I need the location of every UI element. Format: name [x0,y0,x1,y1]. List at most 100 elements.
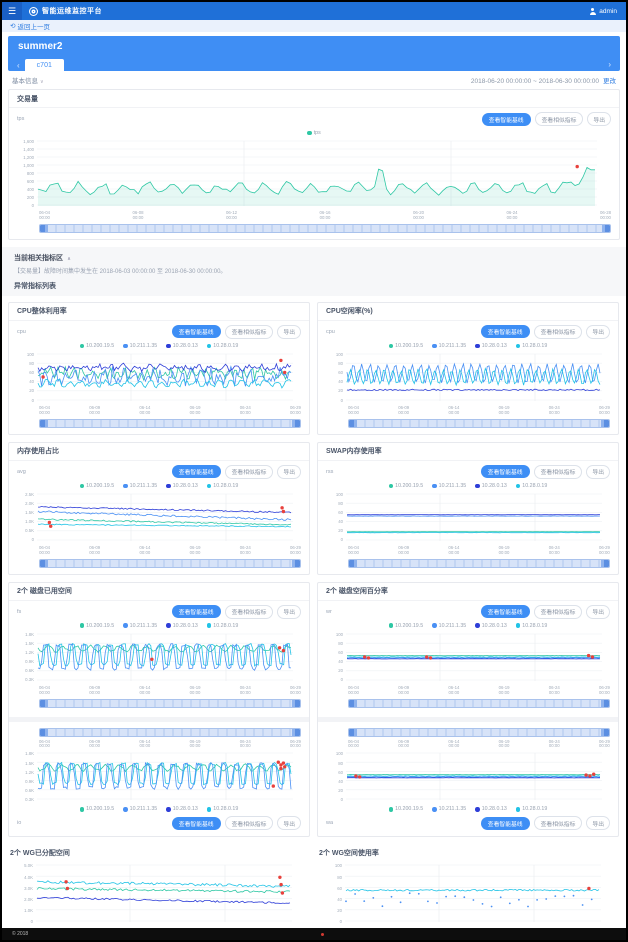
smart-baseline-button[interactable]: 查看智能基线 [480,605,530,619]
legend-item[interactable]: 10.211.1.35 [432,623,466,629]
tab-scroll-right-icon[interactable]: › [608,60,611,69]
section-title[interactable]: 当前相关指标区 ∧ [14,254,72,262]
similar-metrics-button[interactable]: 查看相似指标 [533,816,583,831]
brush-handle-right[interactable] [292,699,295,707]
hamburger-menu-icon[interactable]: ☰ [2,2,22,20]
export-button[interactable]: 导出 [586,324,610,339]
legend-item[interactable]: 10.200.19.5 [79,343,114,349]
line-chart[interactable] [37,139,597,209]
brush-handle-left[interactable] [354,419,357,427]
brush-handle-right[interactable] [601,559,604,567]
legend-item[interactable]: 10.211.1.35 [432,806,466,812]
brush-handle-left[interactable] [45,559,48,567]
brush-bar[interactable] [348,558,610,568]
line-chart[interactable] [346,351,602,404]
brush-handle-left[interactable] [45,699,48,707]
brush-bar[interactable] [39,558,301,568]
legend-item[interactable]: 10.211.1.35 [123,483,157,489]
brush-bar[interactable] [39,223,611,233]
smart-baseline-button[interactable]: 查看智能基线 [480,465,530,479]
brush-handle-right[interactable] [601,728,604,736]
line-chart[interactable] [37,491,293,544]
similar-metrics-button[interactable]: 查看相似指标 [533,604,583,619]
brush-bar[interactable] [39,727,301,737]
line-chart[interactable] [36,863,292,926]
smart-baseline-button[interactable]: 查看智能基线 [171,465,221,479]
export-button[interactable]: 导出 [277,816,301,831]
brush-bar[interactable] [39,698,301,708]
smart-baseline-button[interactable]: 查看智能基线 [171,816,221,830]
brush-track[interactable] [48,559,292,567]
smart-baseline-button[interactable]: 查看智能基线 [171,325,221,339]
tab-c701[interactable]: c701 [24,59,64,71]
legend-item[interactable]: tps [307,130,321,136]
legend-item[interactable]: 10.28.0.13 [166,623,198,629]
brush-handle-left[interactable] [354,728,357,736]
legend-item[interactable]: 10.211.1.35 [123,623,157,629]
export-button[interactable]: 导出 [277,324,301,339]
smart-baseline-button[interactable]: 查看智能基线 [481,112,531,126]
export-button[interactable]: 导出 [587,112,611,126]
similar-metrics-button[interactable]: 查看相似指标 [533,464,583,479]
line-chart[interactable] [37,631,293,684]
brush-handle-right[interactable] [292,559,295,567]
legend-item[interactable]: 10.211.1.35 [123,806,157,812]
line-chart[interactable] [346,491,602,544]
legend-item[interactable]: 10.200.19.5 [388,483,423,489]
legend-item[interactable]: 10.28.0.19 [206,623,238,629]
legend-item[interactable]: 10.200.19.5 [79,483,114,489]
brush-handle-left[interactable] [354,699,357,707]
legend-item[interactable]: 10.28.0.19 [515,483,547,489]
brush-bar[interactable] [39,418,301,428]
line-chart[interactable] [346,631,602,684]
brush-track[interactable] [357,419,601,427]
brush-bar[interactable] [348,698,610,708]
brush-track[interactable] [357,728,601,736]
legend-item[interactable]: 10.28.0.13 [166,343,198,349]
brush-track[interactable] [48,419,292,427]
user-menu[interactable]: admin [589,7,626,15]
brush-handle-right[interactable] [602,224,605,232]
brush-handle-left[interactable] [45,728,48,736]
brush-bar[interactable] [348,418,610,428]
brush-track[interactable] [48,224,602,232]
line-chart[interactable] [346,751,602,804]
line-chart[interactable] [37,351,293,404]
change-range-link[interactable]: 更改 [603,78,616,85]
similar-metrics-button[interactable]: 查看相似指标 [224,464,274,479]
legend-item[interactable]: 10.28.0.19 [515,343,547,349]
legend-item[interactable]: 10.28.0.19 [206,806,238,812]
smart-baseline-button[interactable]: 查看智能基线 [480,816,530,830]
export-button[interactable]: 导出 [586,464,610,479]
legend-item[interactable]: 10.211.1.35 [432,483,466,489]
brush-handle-left[interactable] [45,419,48,427]
export-button[interactable]: 导出 [277,464,301,479]
legend-item[interactable]: 10.200.19.5 [79,623,114,629]
legend-item[interactable]: 10.28.0.13 [475,483,507,489]
export-button[interactable]: 导出 [586,816,610,831]
legend-item[interactable]: 10.211.1.35 [123,343,157,349]
brush-handle-left[interactable] [354,559,357,567]
brush-handle-left[interactable] [45,224,48,232]
legend-item[interactable]: 10.200.19.5 [388,806,423,812]
brush-handle-right[interactable] [601,419,604,427]
smart-baseline-button[interactable]: 查看智能基线 [171,605,221,619]
legend-item[interactable]: 10.28.0.13 [475,806,507,812]
legend-item[interactable]: 10.28.0.13 [475,343,507,349]
brush-handle-right[interactable] [292,728,295,736]
legend-item[interactable]: 10.28.0.13 [166,806,198,812]
brush-bar[interactable] [348,727,610,737]
export-button[interactable]: 导出 [277,604,301,619]
legend-item[interactable]: 10.28.0.13 [166,483,198,489]
similar-metrics-button[interactable]: 查看相似指标 [534,112,584,126]
smart-baseline-button[interactable]: 查看智能基线 [480,325,530,339]
legend-item[interactable]: 10.28.0.19 [515,806,547,812]
line-chart[interactable] [345,863,601,926]
export-button[interactable]: 导出 [586,604,610,619]
brush-track[interactable] [48,728,292,736]
legend-item[interactable]: 10.28.0.19 [206,483,238,489]
brush-track[interactable] [357,699,601,707]
basic-info-toggle[interactable]: 基本信息 ∨ [12,78,44,85]
brush-handle-right[interactable] [601,699,604,707]
similar-metrics-button[interactable]: 查看相似指标 [224,324,274,339]
